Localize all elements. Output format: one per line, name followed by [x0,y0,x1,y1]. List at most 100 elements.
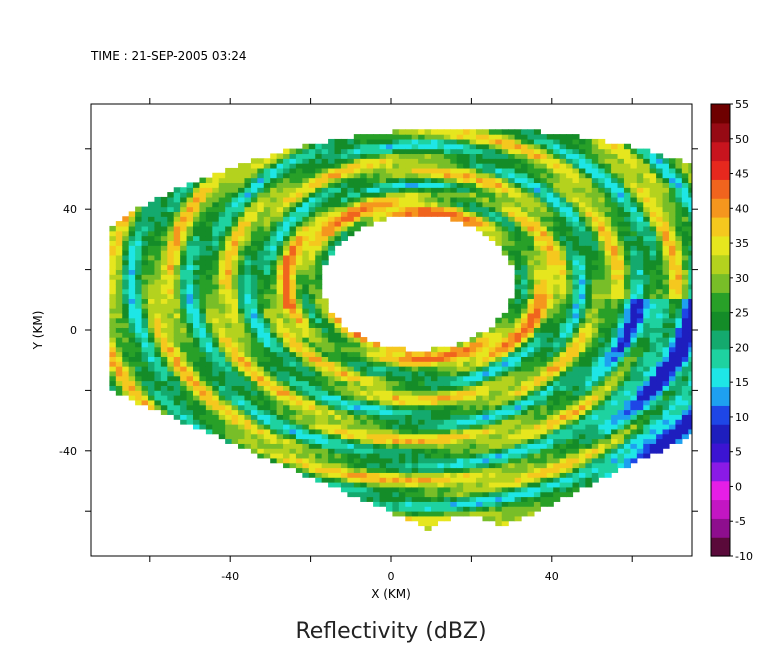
reflectivity-cell [276,424,284,430]
reflectivity-cell [231,380,239,386]
reflectivity-cell [527,163,535,169]
reflectivity-cell [527,221,535,227]
reflectivity-cell [135,380,143,386]
reflectivity-cell [450,380,458,386]
reflectivity-cell [135,337,143,343]
reflectivity-cell [591,298,599,304]
reflectivity-cell [199,356,207,362]
reflectivity-cell [443,153,451,159]
reflectivity-cell [533,187,541,193]
reflectivity-cell [501,390,509,396]
reflectivity-cell [463,143,471,150]
reflectivity-cell [572,143,580,150]
reflectivity-cell [559,448,567,454]
reflectivity-cell [604,153,612,159]
reflectivity-cell [604,399,612,406]
reflectivity-cell [308,443,316,449]
reflectivity-cell [476,491,484,498]
reflectivity-cell [469,511,477,517]
reflectivity-cell [553,254,561,261]
reflectivity-cell [328,163,336,169]
reflectivity-cell [321,303,329,309]
reflectivity-cell [411,206,419,213]
reflectivity-cell [353,221,361,227]
reflectivity-cell [289,395,297,401]
reflectivity-cell [392,511,400,517]
reflectivity-cell [398,438,406,444]
reflectivity-cell [514,138,522,145]
reflectivity-cell [559,419,567,425]
reflectivity-cell [411,443,419,449]
reflectivity-cell [540,264,548,270]
reflectivity-cell [585,341,593,348]
reflectivity-cell [308,380,316,386]
reflectivity-cell [418,134,426,140]
reflectivity-cell [456,375,464,382]
reflectivity-cell [321,187,329,193]
reflectivity-cell [546,221,554,227]
reflectivity-cell [218,298,226,304]
reflectivity-cell [225,312,233,319]
reflectivity-cell [424,467,432,473]
reflectivity-cell [289,211,297,217]
reflectivity-cell [373,438,381,444]
reflectivity-cell [225,216,233,222]
reflectivity-cell [379,419,387,425]
reflectivity-cell [521,283,529,290]
reflectivity-cell [598,346,606,353]
reflectivity-cell [527,433,535,440]
reflectivity-cell [501,428,509,435]
reflectivity-cell [495,404,503,411]
reflectivity-cell [353,375,361,382]
reflectivity-cell [643,274,651,280]
reflectivity-cell [347,177,355,184]
reflectivity-cell [141,264,149,270]
reflectivity-cell [238,283,246,290]
reflectivity-cell [643,409,651,415]
reflectivity-cell [566,414,574,420]
reflectivity-cell [231,332,239,338]
reflectivity-cell [385,482,394,488]
reflectivity-cell [135,332,143,338]
reflectivity-cell [546,404,554,411]
reflectivity-cell [501,148,509,155]
reflectivity-cell [392,356,400,362]
reflectivity-cell [578,370,586,377]
reflectivity-cell [379,453,387,459]
reflectivity-cell [308,433,316,440]
reflectivity-cell [283,187,291,193]
reflectivity-cell [315,182,323,188]
reflectivity-cell [244,322,252,328]
reflectivity-cell [508,506,516,512]
reflectivity-cell [585,201,593,208]
reflectivity-cell [353,356,361,362]
reflectivity-cell [540,230,548,237]
reflectivity-cell [623,395,631,401]
reflectivity-cell [199,395,207,401]
reflectivity-cell [553,414,561,420]
reflectivity-cell [373,211,381,217]
reflectivity-cell [373,351,381,357]
reflectivity-cell [456,158,464,164]
reflectivity-cell [598,312,606,319]
reflectivity-cell [128,308,136,314]
reflectivity-cell [611,167,619,174]
reflectivity-cell [244,279,252,285]
reflectivity-cell [482,134,490,140]
reflectivity-cell [540,138,548,145]
reflectivity-cell [347,225,355,232]
reflectivity-cell [482,153,490,159]
reflectivity-cell [263,366,271,372]
reflectivity-cell [257,428,265,435]
reflectivity-cell [115,317,123,324]
reflectivity-cell [456,346,464,353]
reflectivity-cell [276,453,284,459]
reflectivity-cell [598,395,606,401]
reflectivity-cell [193,196,201,203]
reflectivity-cell [289,419,297,425]
reflectivity-cell [553,380,561,386]
reflectivity-cell [328,332,336,338]
reflectivity-cell [315,370,323,377]
reflectivity-cell [591,453,599,459]
reflectivity-cell [495,385,503,391]
